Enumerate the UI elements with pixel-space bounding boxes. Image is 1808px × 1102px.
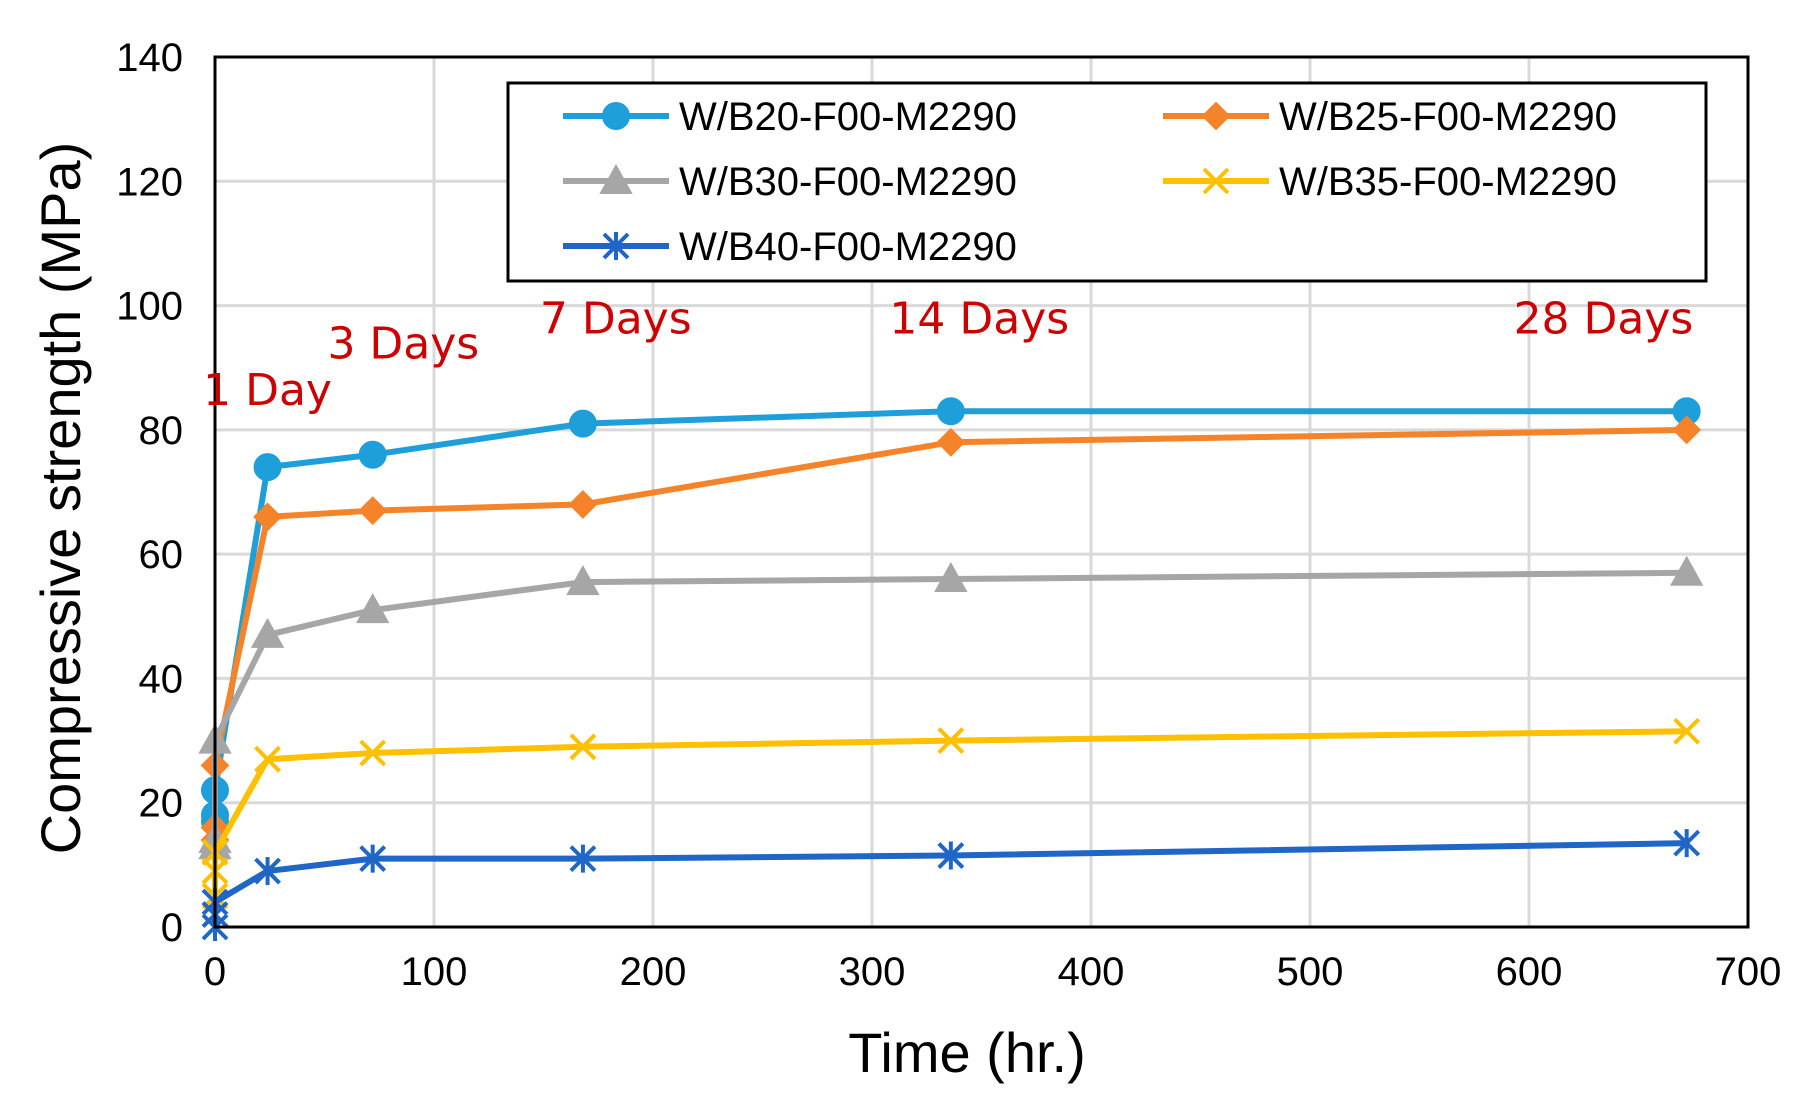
- series-4-point-6: [937, 727, 965, 754]
- x-axis-title: Time (hr.): [848, 1021, 1085, 1084]
- annotation-1: 1 Day: [203, 365, 332, 416]
- series-3-point-7: [1669, 555, 1704, 586]
- series-2-point-4: [358, 496, 388, 526]
- series-2-point-7: [1672, 415, 1702, 445]
- series-5-point-5: [569, 844, 597, 873]
- series-4-point-7: [1673, 717, 1701, 745]
- y-axis-title: Compressive strength (MPa): [29, 142, 92, 855]
- x-tick-label-100: 100: [401, 950, 468, 994]
- series-5-point-3: [254, 857, 281, 886]
- legend-label-2: W/B25-F00-M2290: [1279, 95, 1617, 139]
- annotation-5: 28 Days: [1514, 294, 1694, 345]
- series-1: [201, 397, 1701, 836]
- series-3-line: [212, 569, 1687, 847]
- y-tick-label-20: 20: [139, 782, 184, 826]
- legend-item-1: W/B20-F00-M2290: [563, 95, 1017, 139]
- y-tick-label-40: 40: [139, 657, 184, 701]
- series-3-point-5: [566, 565, 600, 596]
- series-1-point-3: [253, 453, 282, 482]
- series-3-point-4: [355, 593, 390, 624]
- series-2-point-6: [936, 427, 966, 457]
- legend-label-5: W/B40-F00-M2290: [679, 225, 1017, 269]
- x-tick-label-400: 400: [1058, 950, 1125, 994]
- legend-label-3: W/B30-F00-M2290: [679, 160, 1017, 204]
- x-tick-label-700: 700: [1715, 950, 1782, 994]
- series-3: [198, 555, 1704, 860]
- x-tick-label-300: 300: [839, 950, 906, 994]
- y-tick-label-80: 80: [139, 409, 184, 453]
- y-tick-label-120: 120: [116, 160, 183, 204]
- series-1-point-4: [358, 440, 387, 469]
- legend-item-5: W/B40-F00-M2290: [563, 225, 1017, 269]
- legend-4-point-legend: [1202, 167, 1230, 195]
- y-tick-label-100: 100: [116, 285, 183, 329]
- series-4-point-4: [359, 739, 387, 767]
- series-4: [201, 717, 1701, 910]
- y-tick-label-60: 60: [139, 533, 184, 577]
- x-tick-label-200: 200: [620, 950, 687, 994]
- legend-item-2: W/B25-F00-M2290: [1163, 95, 1617, 139]
- legend-item-4: W/B35-F00-M2290: [1163, 160, 1617, 204]
- series-2-line: [212, 426, 1687, 840]
- series-2-point-5: [568, 490, 598, 519]
- legend: W/B20-F00-M2290 W/B25-F00-M2290 W/B30-F00-…: [506, 81, 1708, 283]
- legend-box: [506, 81, 1708, 283]
- series-1-point-5: [568, 409, 597, 438]
- series-5: [201, 829, 1701, 941]
- y-tick-label-0: 0: [161, 906, 183, 950]
- legend-1-point-legend: [602, 102, 630, 130]
- series-2: [200, 415, 1702, 855]
- series-5-point-6: [937, 841, 965, 870]
- series-5-point-7: [1673, 829, 1701, 858]
- legend-label-1: W/B20-F00-M2290: [679, 95, 1017, 139]
- series-layer: [198, 397, 1704, 941]
- annotation-2: 3 Days: [327, 318, 479, 369]
- legend-3-point-legend: [599, 163, 633, 194]
- series-4-point-5: [569, 733, 597, 761]
- plot-frame: [213, 55, 1750, 929]
- legend-label-4: W/B35-F00-M2290: [1279, 160, 1617, 204]
- x-tick-label-500: 500: [1277, 950, 1344, 994]
- x-tick-label-0: 0: [204, 950, 226, 994]
- plot-border: [213, 55, 1750, 929]
- series-4-point-3: [254, 745, 281, 773]
- legend-5-point-legend: [602, 232, 630, 260]
- series-2-point-3: [253, 502, 282, 532]
- x-tick-label-600: 600: [1496, 950, 1563, 994]
- y-tick-label-140: 140: [116, 36, 183, 80]
- series-4-line: [212, 728, 1687, 896]
- series-3-point-3: [250, 617, 285, 648]
- series-3-point-6: [934, 561, 968, 592]
- annotation-3: 7 Days: [540, 294, 692, 345]
- legend-item-3: W/B30-F00-M2290: [563, 160, 1017, 204]
- legend-2-point-legend: [1201, 101, 1231, 131]
- series-1-point-6: [936, 397, 965, 426]
- series-1-line: [212, 408, 1687, 822]
- annotation-4: 14 Days: [889, 294, 1069, 345]
- tick-labels: 0 100 200 300 400 500 600 700 0 20 40 60 80 100 120 140: [116, 36, 1781, 994]
- series-5-point-4: [359, 844, 387, 873]
